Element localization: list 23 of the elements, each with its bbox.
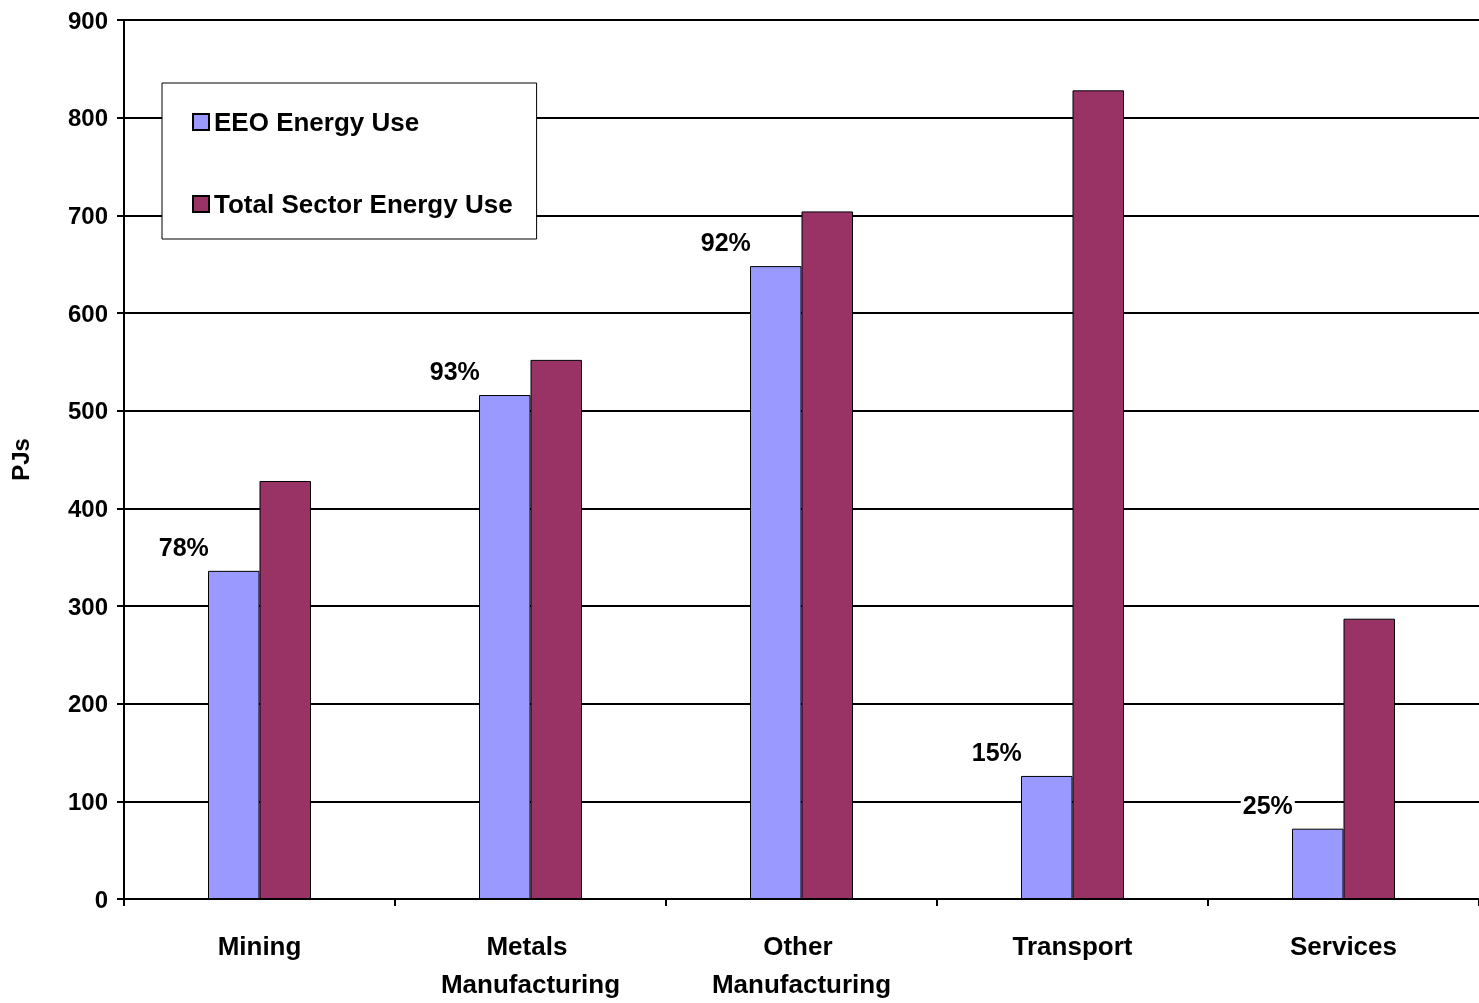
y-tick-label: 900 — [67, 6, 108, 34]
x-tick-label: Metals Manufacturing — [440, 931, 621, 999]
y-tick-label: 600 — [67, 299, 108, 327]
y-tick-label: 500 — [67, 397, 108, 425]
y-tick-label: 100 — [67, 787, 108, 815]
y-tick-label: 800 — [67, 104, 108, 132]
legend-label: Total Sector Energy Use — [214, 189, 513, 219]
y-tick-label: 700 — [67, 201, 108, 229]
annotation: 93% — [429, 357, 480, 386]
annotation: 15% — [971, 737, 1022, 766]
x-tick-label: Other Manufacturing — [711, 931, 892, 999]
y-tick-label: 300 — [67, 592, 108, 620]
y-tick-label: 0 — [94, 885, 108, 913]
x-tick-label: Mining — [217, 931, 302, 961]
annotation: 78% — [158, 532, 209, 561]
annotation: 92% — [700, 228, 751, 257]
y-axis-title: PJs — [6, 438, 34, 481]
y-tick-label: 200 — [67, 690, 108, 718]
annotation: 25% — [1242, 790, 1293, 819]
x-tick-label: Transport — [1012, 931, 1133, 961]
x-tick-label: Services — [1290, 931, 1397, 961]
y-tick-label: 400 — [67, 494, 108, 522]
legend-label: EEO Energy Use — [214, 107, 420, 137]
